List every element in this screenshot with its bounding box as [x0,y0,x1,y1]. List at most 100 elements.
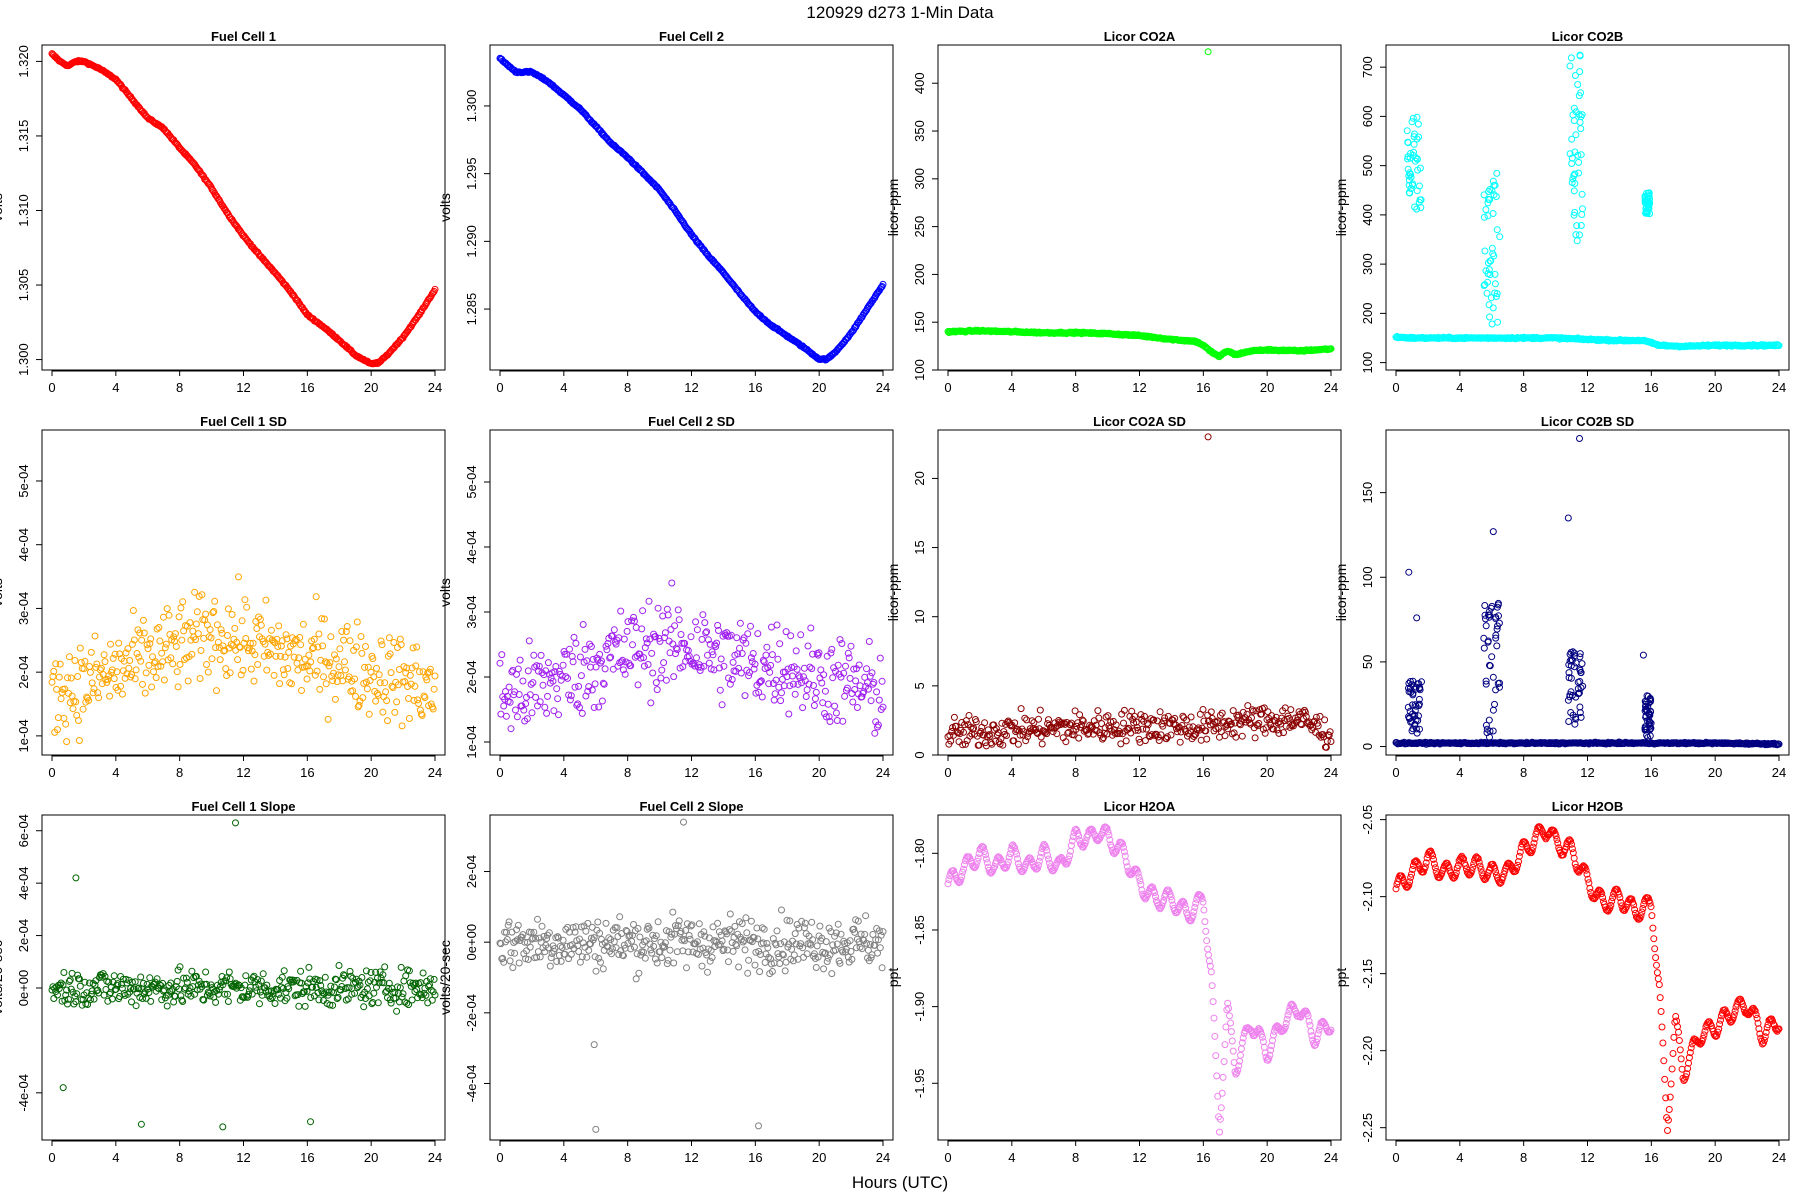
data-point [219,1123,227,1131]
data-point [753,924,761,932]
data-point [315,630,323,638]
data-point [1221,732,1229,740]
y-tick-label: 1e-04 [16,719,31,752]
data-point [850,925,858,933]
data-point [362,678,370,686]
x-tick-label: 12 [684,380,698,395]
data-point [1485,266,1493,274]
data-point [403,664,411,672]
data-point [614,662,622,670]
data-point [334,993,342,1001]
data-point [1171,714,1179,722]
data-point [1575,158,1583,166]
data-point [1001,730,1009,738]
data-point [146,974,154,982]
data-point [514,921,522,929]
data-point [503,692,511,700]
data-point [536,698,544,706]
data-point [679,663,687,671]
data-point [125,976,133,984]
data-point [1244,702,1252,710]
data-point [54,726,61,734]
data-point [590,934,598,942]
data-point [413,643,421,651]
data-point [559,661,567,669]
data-point [675,917,683,925]
data-point [1567,709,1575,716]
x-tick-label: 12 [1132,765,1146,780]
data-point [849,698,857,706]
data-point [122,975,130,983]
data-point [847,642,855,650]
data-point [1492,634,1500,642]
data-point [280,671,288,679]
data-point [81,657,89,665]
plot-frame [937,429,1342,756]
data-point [836,636,844,644]
data-point [228,611,236,618]
data-point [692,940,700,948]
data-point [815,649,823,657]
data-point [52,660,60,668]
data-point [1232,733,1240,741]
data-point [1576,653,1584,661]
data-point [314,989,322,997]
y-tick-label: -1.95 [912,1068,927,1098]
data-point [1411,157,1419,165]
y-tick-label: 2e-04 [464,660,479,693]
data-point [431,285,439,293]
data-point [843,684,851,692]
data-point [301,1002,309,1010]
y-tick-label: 2e-04 [16,919,31,952]
data-point [545,929,553,937]
data-point [1647,707,1654,715]
data-point [708,648,716,656]
data-point [543,709,551,717]
data-point [414,696,422,704]
data-point [1489,706,1497,714]
data-point [566,645,573,653]
data-point [744,969,752,977]
data-point [353,618,361,626]
data-point [345,984,353,992]
data-point [1028,717,1036,725]
data-point [298,687,305,694]
data-point [1038,740,1046,748]
data-point [272,652,280,660]
data-point [695,920,703,928]
data-point [194,630,202,638]
data-point [1112,721,1120,729]
data-point [137,1120,145,1128]
data-point [86,996,94,1004]
x-tick-label: 0 [1392,765,1399,780]
data-point [253,987,261,995]
data-point [547,954,555,962]
data-point [537,651,545,659]
x-tick-label: 24 [1324,380,1338,395]
data-point [158,996,166,1004]
data-points [48,573,439,746]
data-point [362,643,369,650]
data-point [389,684,397,691]
data-point [137,657,145,665]
data-point [404,683,412,690]
data-point [329,1001,337,1009]
data-point [1192,730,1200,738]
data-point [546,962,554,970]
data-point [557,957,565,965]
x-tick-label: 24 [1324,765,1338,780]
data-point [707,946,715,954]
data-point [982,851,989,859]
data-point [222,665,230,673]
data-point [360,1003,368,1011]
data-point [1577,669,1585,677]
data-point [114,980,122,988]
data-point [1484,195,1492,203]
data-point [1073,722,1081,730]
data-point [528,935,536,943]
data-point [647,699,655,707]
data-point [332,655,340,663]
data-point [263,981,271,989]
data-point [507,725,515,733]
